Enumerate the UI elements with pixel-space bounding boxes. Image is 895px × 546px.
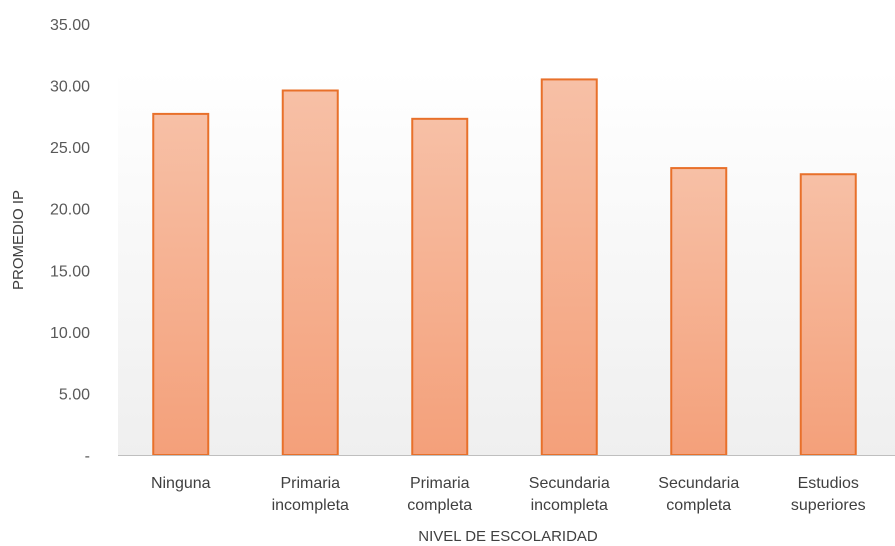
y-tick-label: 20.00 <box>50 202 90 219</box>
y-axis-title: PROMEDIO IP <box>10 190 27 290</box>
bar <box>540 78 598 457</box>
x-tick-label: Primaria completa <box>407 475 472 514</box>
x-tick-label: Primaria incompleta <box>272 475 349 514</box>
y-tick-label: - <box>85 448 90 465</box>
y-tick-label: 35.00 <box>50 17 90 34</box>
y-tick-label: 5.00 <box>59 386 90 403</box>
y-tick-label: 25.00 <box>50 140 90 157</box>
y-axis: - 5.00 10.00 15.00 20.00 25.00 30.00 35.00 <box>50 17 90 465</box>
x-axis-title: NIVEL DE ESCOLARIDAD <box>418 528 598 545</box>
x-axis: Ninguna Primaria incompleta Primaria complet… <box>151 475 866 514</box>
y-tick-label: 10.00 <box>50 325 90 342</box>
bars <box>152 78 857 457</box>
x-tick-label: Ninguna <box>151 475 211 492</box>
bar <box>281 89 339 457</box>
x-tick-label: Estudios superiores <box>791 475 866 514</box>
y-tick-label: 30.00 <box>50 79 90 96</box>
x-tick-label: Secundaria completa <box>658 475 739 514</box>
bar <box>411 117 469 456</box>
bar <box>670 167 728 456</box>
plot-area <box>118 70 895 455</box>
bar <box>152 112 210 456</box>
x-tick-label: Secundaria incompleta <box>529 475 610 514</box>
y-tick-label: 15.00 <box>50 263 90 280</box>
bar <box>799 173 857 456</box>
